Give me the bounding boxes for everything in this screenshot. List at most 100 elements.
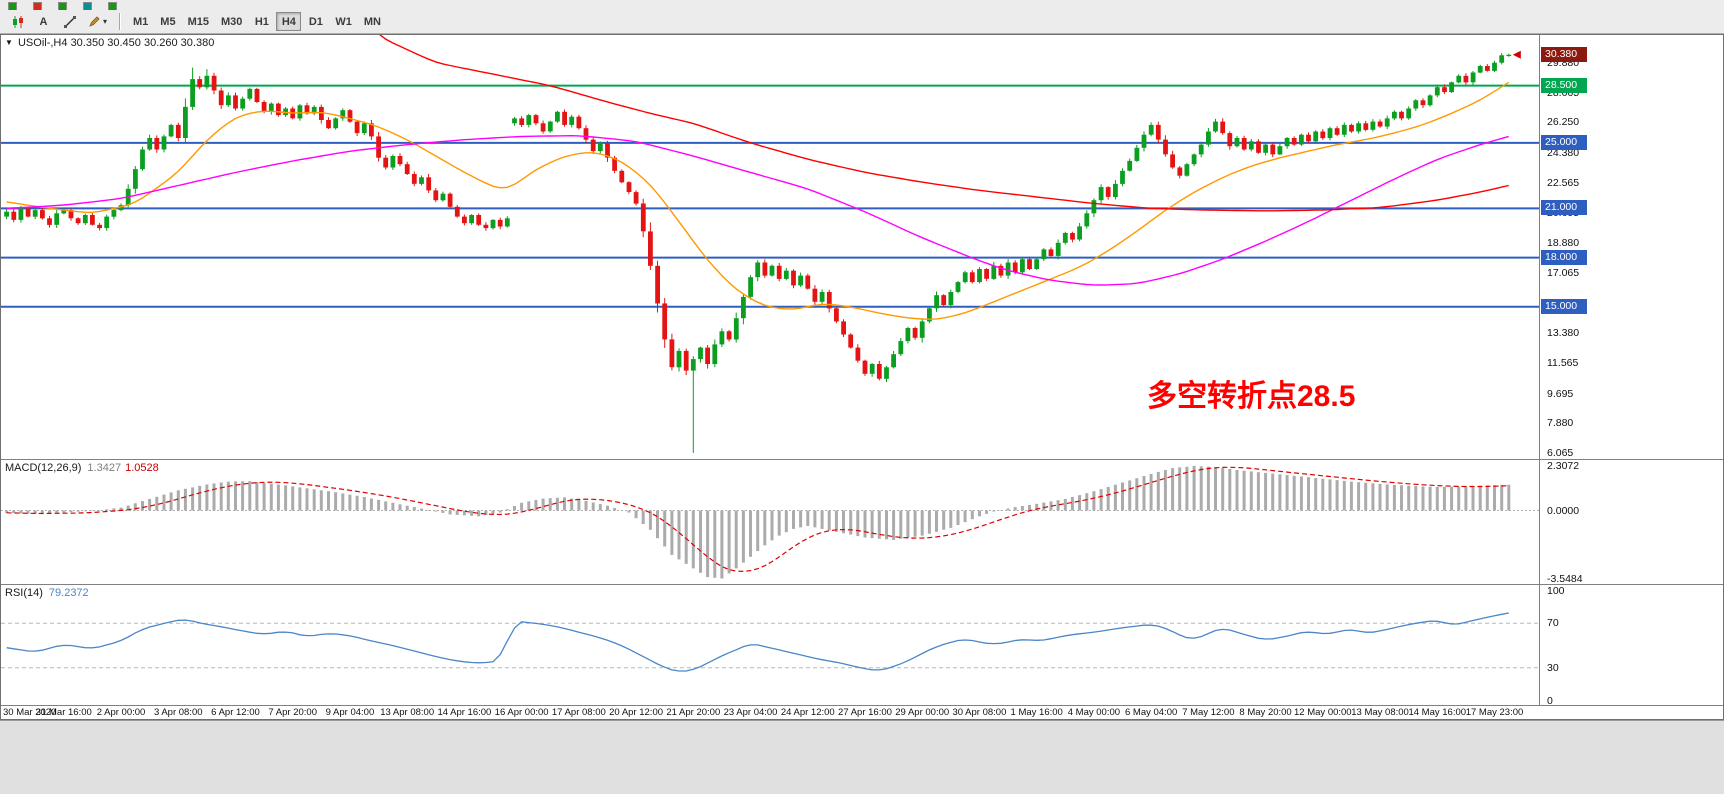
main-chart-plot[interactable]: ▼ USOil-,H4 30.350 30.450 30.260 30.380 … — [1, 35, 1539, 459]
price-axis-label: 6.065 — [1547, 447, 1574, 459]
price-line-tag: 18.000 — [1541, 249, 1587, 265]
trendline-icon — [63, 15, 76, 28]
time-axis-label: 13 May 08:00 — [1351, 707, 1409, 718]
time-axis-label: 23 Apr 04:00 — [723, 707, 778, 718]
timeframe-button-m1[interactable]: M1 — [128, 12, 153, 31]
draw-tool-button[interactable]: ▾ — [83, 12, 112, 31]
symbol-period-label: USOil-,H4 — [17, 37, 68, 49]
chart-header: ▼ USOil-,H4 30.350 30.450 30.260 30.380 — [5, 37, 214, 49]
candlestick-icon — [12, 15, 23, 28]
rsi-axis-label: 100 — [1547, 585, 1565, 597]
horizontal-lines — [1, 84, 1539, 308]
trendline-tool-button[interactable] — [57, 12, 82, 31]
rsi-title: RSI(14) — [5, 587, 43, 599]
text-tool-button[interactable]: A — [31, 12, 56, 31]
clipped-upper-toolbar — [0, 0, 1724, 10]
time-axis-label: 3 Apr 08:00 — [153, 707, 203, 718]
price-axis-label: 13.380 — [1547, 327, 1580, 340]
macd-axis-label: 2.3072 — [1547, 460, 1580, 472]
price-line-tag: 15.000 — [1541, 298, 1587, 314]
macd-canvas — [1, 465, 1539, 579]
price-line-tag: 25.000 — [1541, 134, 1587, 150]
ohlc-values: 30.350 30.450 30.260 30.380 — [70, 37, 215, 49]
time-axis-label: 24 Apr 12:00 — [780, 707, 835, 718]
rsi-panel[interactable]: RSI(14) 79.2372 — [1, 584, 1539, 705]
macd-signal-line — [6, 466, 1509, 573]
rsi-axis-label: 70 — [1547, 617, 1559, 630]
timeframe-button-m30[interactable]: M30 — [216, 12, 247, 31]
clipped-toolbar-icon-5[interactable] — [108, 2, 117, 10]
ma-slow-line — [379, 35, 1509, 212]
price-axis-label: 22.565 — [1547, 176, 1580, 189]
rsi-line — [6, 612, 1509, 672]
rsi-canvas — [1, 612, 1539, 672]
time-axis-label: 6 May 04:00 — [1124, 707, 1178, 718]
time-axis[interactable]: 30 Mar 2020 31 Mar 16:00 2 Apr 00:00 3 Apr … — [1, 705, 1723, 719]
macd-title: MACD(12,26,9) — [5, 462, 82, 474]
time-axis-label: 13 Apr 08:00 — [380, 707, 435, 718]
price-axis-label: 18.880 — [1547, 237, 1580, 250]
candles-layer — [4, 52, 1512, 453]
time-axis-label: 14 Apr 16:00 — [437, 707, 492, 718]
chart-annotation-text: 多空转折点28.5 — [1147, 380, 1356, 413]
price-line-tag: 21.000 — [1541, 200, 1587, 216]
time-axis-label: 12 May 00:00 — [1294, 707, 1352, 718]
timeframe-button-w1[interactable]: W1 — [330, 12, 357, 31]
macd-histogram — [5, 465, 1511, 579]
time-axis-label: 21 Apr 20:00 — [666, 707, 721, 718]
price-axis-label: 7.880 — [1547, 417, 1574, 430]
time-axis-label: 17 May 23:00 — [1465, 707, 1524, 718]
main-toolbar: A ▾ M1 M5 M15 M30 H1 H4 D1 W1 MN — [0, 10, 1724, 34]
rsi-axis-label: 30 — [1547, 661, 1559, 674]
macd-axis: 2.3072 0.0000 -3.5484 — [1539, 459, 1723, 584]
ma-fast-line — [6, 81, 1510, 320]
time-axis-label: 1 May 16:00 — [1010, 707, 1063, 718]
pencil-icon — [89, 16, 100, 27]
macd-axis-label: 0.0000 — [1547, 504, 1580, 517]
chart-window: ▼ USOil-,H4 30.350 30.450 30.260 30.380 … — [0, 34, 1724, 720]
price-axis-label: 11.565 — [1547, 356, 1579, 369]
chart-type-button[interactable] — [5, 12, 30, 31]
price-axis-label: 17.065 — [1547, 266, 1580, 279]
clipped-toolbar-icon-4[interactable] — [83, 2, 92, 10]
time-axis-label: 6 Apr 12:00 — [211, 707, 260, 718]
status-area — [0, 720, 1724, 794]
time-axis-label: 7 May 12:00 — [1182, 707, 1235, 718]
timeframe-button-d1[interactable]: D1 — [303, 12, 328, 31]
rsi-axis: 100 70 30 0 — [1539, 584, 1723, 705]
chevron-down-icon: ▾ — [103, 17, 108, 26]
time-axis-label: 30 Apr 08:00 — [952, 707, 1007, 718]
macd-axis-label: -3.5484 — [1547, 573, 1583, 584]
time-axis-label: 17 Apr 08:00 — [551, 707, 606, 718]
time-axis-label: 27 Apr 16:00 — [838, 707, 892, 718]
toolbar-separator — [119, 13, 122, 30]
price-chart-canvas[interactable] — [1, 35, 1539, 459]
timeframe-button-h1[interactable]: H1 — [249, 12, 274, 31]
time-axis-label: 29 Apr 00:00 — [895, 707, 950, 718]
macd-header: MACD(12,26,9) 1.3427 1.0528 — [5, 462, 159, 474]
time-axis-label: 16 Apr 00:00 — [494, 707, 549, 718]
rsi-axis-label: 0 — [1547, 695, 1553, 705]
macd-value-1: 1.3427 — [87, 462, 122, 474]
clipped-toolbar-icon-2[interactable] — [33, 2, 42, 10]
last-price-marker-icon — [1512, 50, 1521, 59]
price-axis[interactable]: 29.88028.06526.25024.38022.56520.69518.8… — [1539, 35, 1723, 459]
clipped-toolbar-icon-1[interactable] — [8, 2, 17, 10]
macd-panel[interactable]: MACD(12,26,9) 1.3427 1.0528 — [1, 459, 1539, 584]
timeframe-button-mn[interactable]: MN — [359, 12, 386, 31]
collapse-triangle-icon[interactable]: ▼ — [5, 38, 13, 47]
clipped-toolbar-icon-3[interactable] — [58, 2, 67, 10]
current-price-tag: 30.380 — [1541, 46, 1587, 62]
time-axis-label: 31 Mar 16:00 — [35, 707, 92, 718]
time-axis-label: 20 Apr 12:00 — [609, 707, 664, 718]
time-axis-label: 9 Apr 04:00 — [325, 707, 375, 718]
timeframe-button-m5[interactable]: M5 — [155, 12, 180, 31]
timeframe-button-m15[interactable]: M15 — [183, 12, 214, 31]
time-axis-label: 4 May 00:00 — [1067, 707, 1121, 718]
timeframe-group: M1 M5 M15 M30 H1 H4 D1 W1 MN — [128, 12, 386, 31]
timeframe-button-h4[interactable]: H4 — [276, 12, 302, 31]
ma-medium-line — [6, 134, 1509, 286]
time-axis-label: 8 May 20:00 — [1239, 707, 1292, 718]
macd-value-2: 1.0528 — [125, 462, 159, 474]
